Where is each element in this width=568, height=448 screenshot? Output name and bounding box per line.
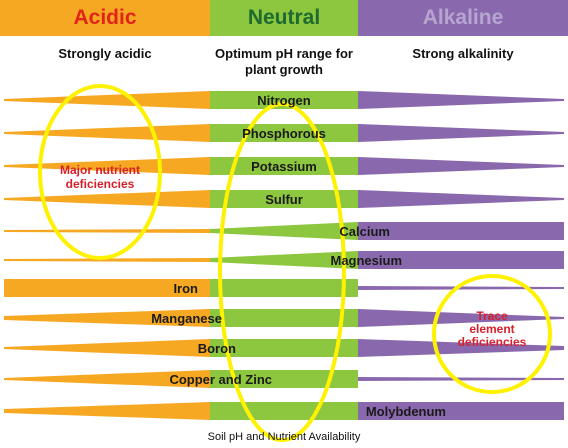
nutrient-label: Boron <box>198 341 236 356</box>
band-neutral <box>210 251 358 269</box>
band-alkaline <box>358 91 564 109</box>
band-acidic <box>4 124 210 142</box>
band-neutral <box>210 91 358 109</box>
strongly-acidic-label: Strongly acidic <box>58 46 152 61</box>
band-acidic <box>4 339 210 357</box>
neutral-header: Neutral <box>210 0 358 36</box>
band-alkaline <box>358 339 564 357</box>
nutrient-label: Copper and Zinc <box>169 372 272 387</box>
acidic-header: Acidic <box>0 0 210 36</box>
strong-alkalinity-label: Strong alkalinity <box>412 46 514 61</box>
trace-deficiency-ring <box>432 274 552 394</box>
band-alkaline <box>358 190 564 208</box>
band-alkaline <box>358 309 564 327</box>
band-neutral <box>210 402 358 420</box>
nutrient-label: Manganese <box>151 311 222 326</box>
band-alkaline <box>358 222 564 240</box>
nutrient-label: Calcium <box>339 224 390 239</box>
band-alkaline <box>358 251 564 269</box>
major-deficiency-ring <box>38 84 162 260</box>
band-alkaline <box>358 124 564 142</box>
band-alkaline <box>358 286 564 290</box>
alkaline-header: Alkaline <box>358 0 568 36</box>
band-alkaline <box>358 157 564 175</box>
band-acidic <box>4 190 210 208</box>
band-acidic <box>4 370 210 388</box>
band-acidic <box>4 91 210 109</box>
nutrient-label: Potassium <box>251 159 317 174</box>
band-acidic <box>4 279 210 297</box>
caption: Soil pH and Nutrient Availability <box>207 431 361 443</box>
nutrient-label: Magnesium <box>330 253 402 268</box>
band-acidic <box>4 258 210 262</box>
nutrient-label: Nitrogen <box>257 93 311 108</box>
band-acidic <box>4 309 210 327</box>
band-neutral <box>210 190 358 208</box>
band-neutral <box>210 222 358 240</box>
nutrient-label: Molybdenum <box>366 404 446 419</box>
nutrient-label: Phosphorous <box>242 126 326 141</box>
major-deficiency-label: Major nutrient deficiencies <box>60 163 140 191</box>
nutrient-label: Iron <box>173 281 198 296</box>
band-acidic <box>4 229 210 233</box>
band-acidic <box>4 402 210 420</box>
trace-deficiency-label: Trace element deficiencies <box>458 309 527 349</box>
band-alkaline <box>358 377 564 381</box>
band-neutral <box>210 370 358 388</box>
band-neutral <box>210 339 358 357</box>
band-neutral <box>210 309 358 327</box>
band-neutral <box>210 157 358 175</box>
optimum-range-ring <box>218 102 346 442</box>
nutrient-label: Sulfur <box>265 192 303 207</box>
band-alkaline <box>358 402 564 420</box>
band-neutral <box>210 279 358 297</box>
optimum-range-label: Optimum pH range for plant growth <box>215 46 353 77</box>
